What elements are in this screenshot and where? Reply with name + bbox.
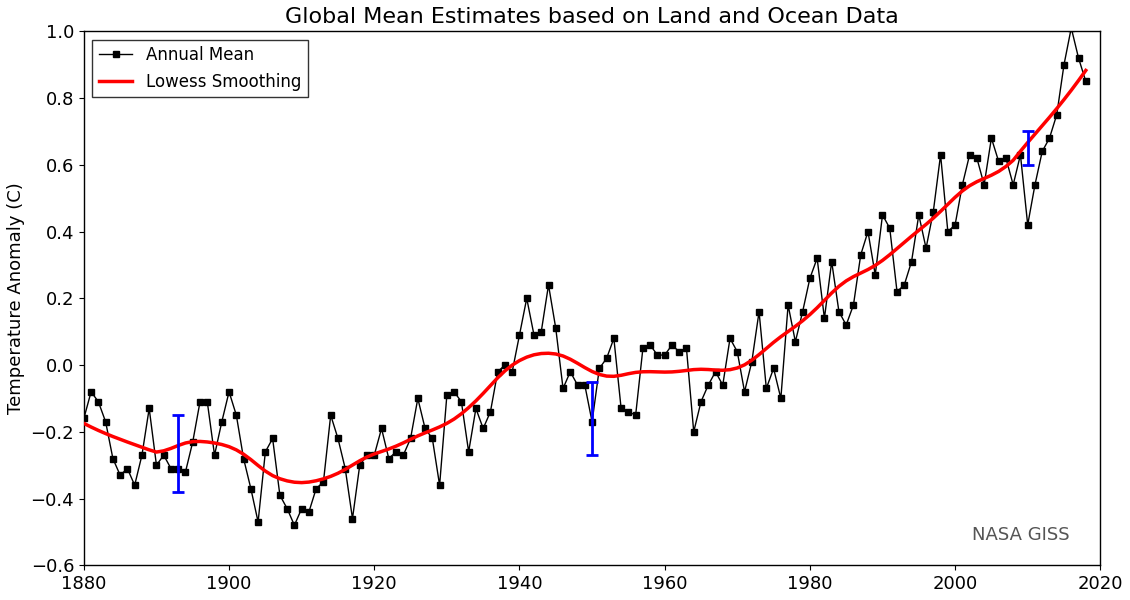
Annual Mean [288,521,302,529]
Lowess Smoothing [92,427,105,434]
Line: Annual Mean: Annual Mean [81,25,1088,528]
Annual Mean [92,398,105,406]
Lowess Smoothing [1079,67,1093,74]
Annual Mean [651,352,664,359]
Annual Mean [1079,78,1093,85]
Title: Global Mean Estimates based on Land and Ocean Data: Global Mean Estimates based on Land and … [285,7,899,27]
Annual Mean [1071,55,1085,62]
Legend: Annual Mean, Lowess Smoothing: Annual Mean, Lowess Smoothing [93,40,307,97]
Lowess Smoothing [1064,86,1078,94]
Lowess Smoothing [723,366,737,373]
Y-axis label: Temperature Anomaly (C): Temperature Anomaly (C) [7,182,25,414]
Lowess Smoothing [77,420,90,427]
Lowess Smoothing [651,368,664,376]
Line: Lowess Smoothing: Lowess Smoothing [84,70,1086,482]
Annual Mean [85,388,98,395]
Annual Mean [1064,25,1078,32]
Annual Mean [723,335,737,342]
Annual Mean [607,335,620,342]
Lowess Smoothing [295,479,308,486]
Lowess Smoothing [607,373,620,380]
Text: NASA GISS: NASA GISS [972,526,1070,544]
Lowess Smoothing [85,424,98,431]
Annual Mean [77,415,90,422]
